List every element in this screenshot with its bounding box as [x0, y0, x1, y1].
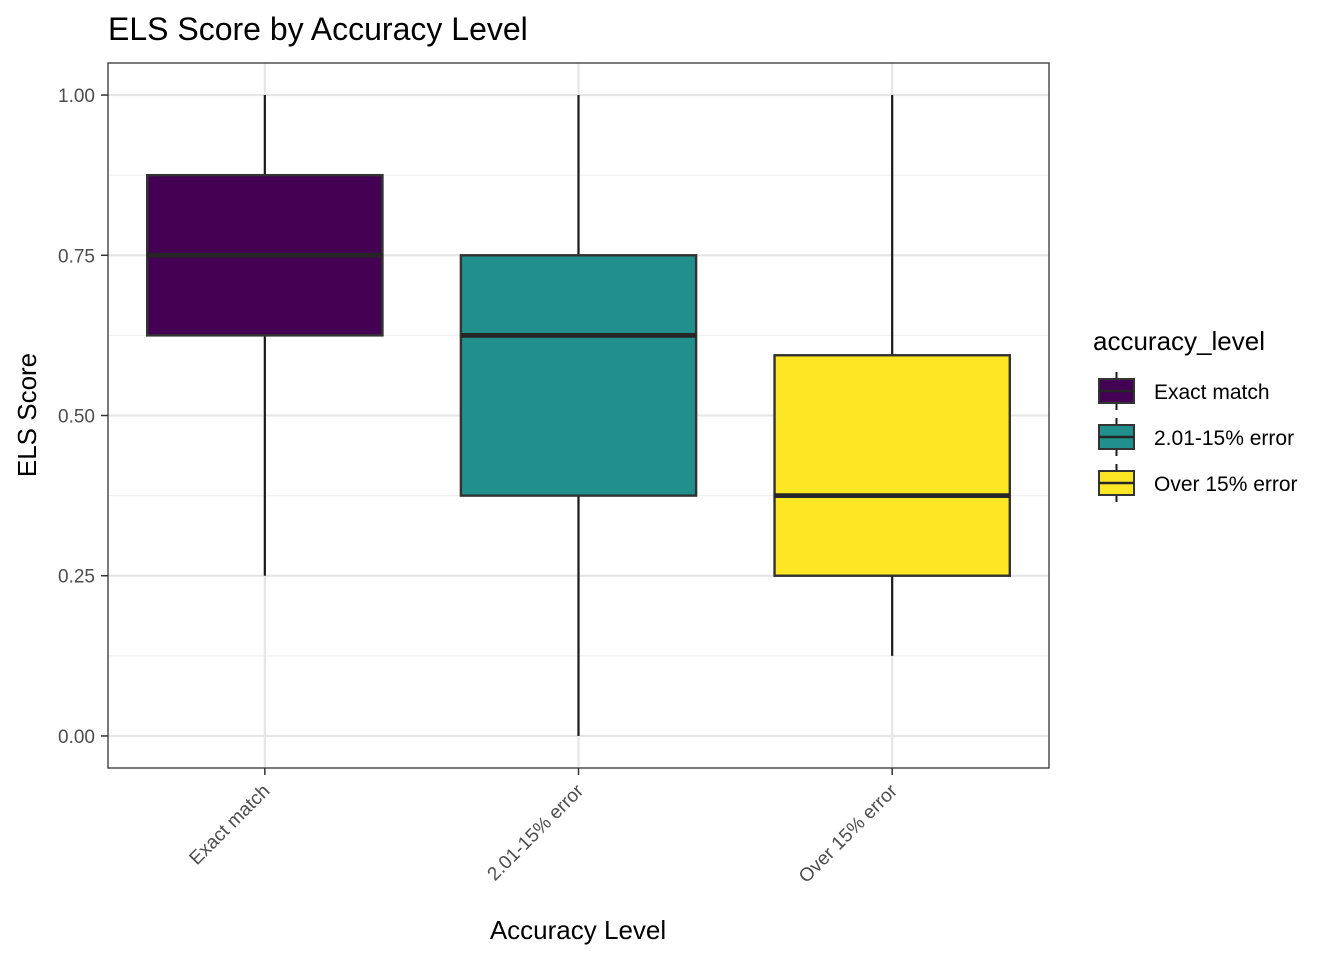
box-body [773, 354, 1011, 577]
legend-item-2: 2.01-15% error [1098, 418, 1294, 456]
y-tick-label: 0.00 [58, 727, 95, 748]
boxes [146, 95, 1011, 736]
y-axis: 0.00 0.25 0.50 0.75 1.00 [58, 86, 108, 748]
y-tick-label: 0.25 [58, 567, 95, 588]
y-tick-label: 0.75 [58, 246, 95, 267]
box-2 [459, 95, 698, 736]
box-3 [773, 95, 1011, 656]
legend-label: Over 15% error [1154, 473, 1298, 496]
chart-title: ELS Score by Accuracy Level [108, 11, 528, 47]
x-tick-label: 2.01-15% error [484, 780, 589, 885]
legend-item-1: Exact match [1098, 372, 1270, 410]
legend: accuracy_level Exact match 2.01-15% error… [1093, 326, 1298, 502]
x-tick-label: Exact match [186, 781, 275, 870]
x-axis-title: Accuracy Level [490, 915, 666, 945]
legend-item-3: Over 15% error [1098, 464, 1298, 502]
box-1 [146, 95, 384, 576]
box-body [459, 254, 698, 497]
legend-label: Exact match [1154, 381, 1270, 404]
legend-label: 2.01-15% error [1154, 427, 1294, 450]
legend-title: accuracy_level [1093, 326, 1265, 356]
x-axis: Exact match 2.01-15% error Over 15% error [186, 768, 902, 887]
y-tick-label: 1.00 [58, 86, 95, 107]
x-tick-label: Over 15% error [795, 780, 902, 887]
y-tick-label: 0.50 [58, 407, 95, 428]
y-axis-title: ELS Score [12, 353, 42, 477]
